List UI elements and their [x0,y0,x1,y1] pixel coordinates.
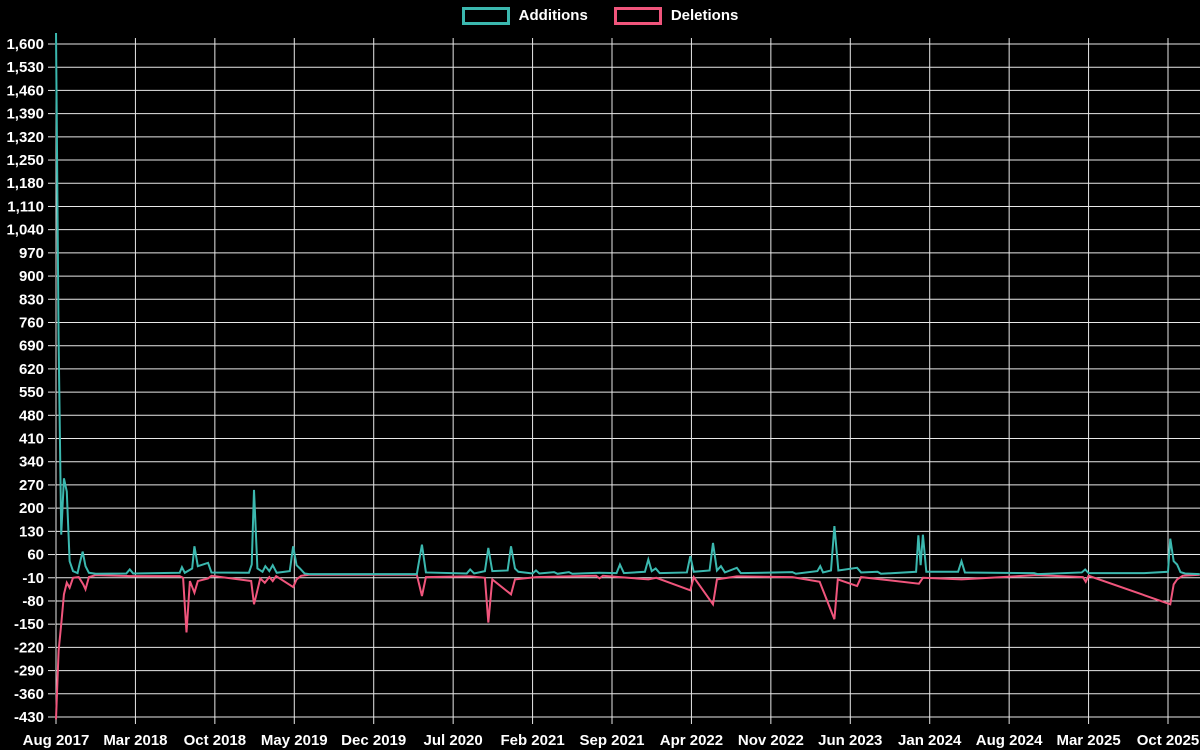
deletions-legend-label: Deletions [670,7,739,24]
y-tick-label: 480 [19,407,44,424]
y-tick-label: 200 [19,500,44,517]
x-tick-label: Oct 2025 [1137,732,1200,749]
x-tick-label: Jun 2023 [818,732,882,749]
y-tick-label: 1,390 [6,106,44,123]
y-tick-label: -150 [14,616,44,633]
y-tick-label: -80 [22,593,44,610]
legend-item-additions[interactable]: Additions [461,6,588,26]
x-tick-label: Mar 2025 [1056,732,1120,749]
deletions-swatch-icon [613,7,662,25]
y-tick-label: 1,600 [6,36,44,53]
y-tick-label: 1,250 [6,152,44,169]
x-tick-label: Jan 2024 [898,732,962,749]
x-tick-label: Aug 2017 [23,732,90,749]
x-tick-label: Apr 2022 [660,732,723,749]
y-tick-label: 1,040 [6,222,44,239]
additions-line [55,33,1200,576]
gridlines [55,38,1200,718]
y-tick-label: 410 [19,431,44,448]
x-tick-label: Mar 2018 [103,732,167,749]
y-tick-label: -430 [14,709,44,726]
x-axis: Aug 2017 Mar 2018 Oct 2018 May 2019 Dec 2019… [23,717,1200,749]
y-tick-label: 970 [19,245,44,262]
y-tick-label: 830 [19,291,44,308]
y-tick-label: 760 [19,314,44,331]
y-tick-label: -290 [14,663,44,680]
x-tick-label: Aug 2024 [976,732,1043,749]
chart-legend: Additions Deletions [0,6,1200,26]
x-tick-label: Nov 2022 [738,732,804,749]
y-tick-label: 550 [19,384,44,401]
x-tick-label: Sep 2021 [579,732,644,749]
y-tick-label: 1,180 [6,175,44,192]
x-tick-label: Oct 2018 [184,732,247,749]
y-tick-label: 1,320 [6,129,44,146]
additions-legend-label: Additions [518,7,588,24]
additions-swatch-icon [461,7,510,25]
deletions-line [55,573,1200,720]
y-tick-label: 340 [19,454,44,471]
y-tick-label: 690 [19,338,44,355]
y-tick-label: 900 [19,268,44,285]
y-tick-label: 1,530 [6,59,44,76]
legend-item-deletions[interactable]: Deletions [613,6,739,26]
y-tick-label: -360 [14,686,44,703]
y-tick-label: -220 [14,639,44,656]
y-tick-label: -10 [22,570,44,587]
x-tick-label: May 2019 [261,732,328,749]
y-tick-label: 270 [19,477,44,494]
x-tick-label: Dec 2019 [341,732,406,749]
y-tick-label: 1,460 [6,82,44,99]
y-axis: 1,600 1,530 1,460 1,390 1,320 1,250 1,180 1,110… [6,36,55,726]
y-tick-label: 130 [19,523,44,540]
y-tick-label: 1,110 [7,198,44,215]
x-tick-label: Feb 2021 [500,732,564,749]
y-tick-label: 620 [19,361,44,378]
y-tick-label: 60 [27,547,44,564]
x-tick-label: Jul 2020 [424,732,483,749]
